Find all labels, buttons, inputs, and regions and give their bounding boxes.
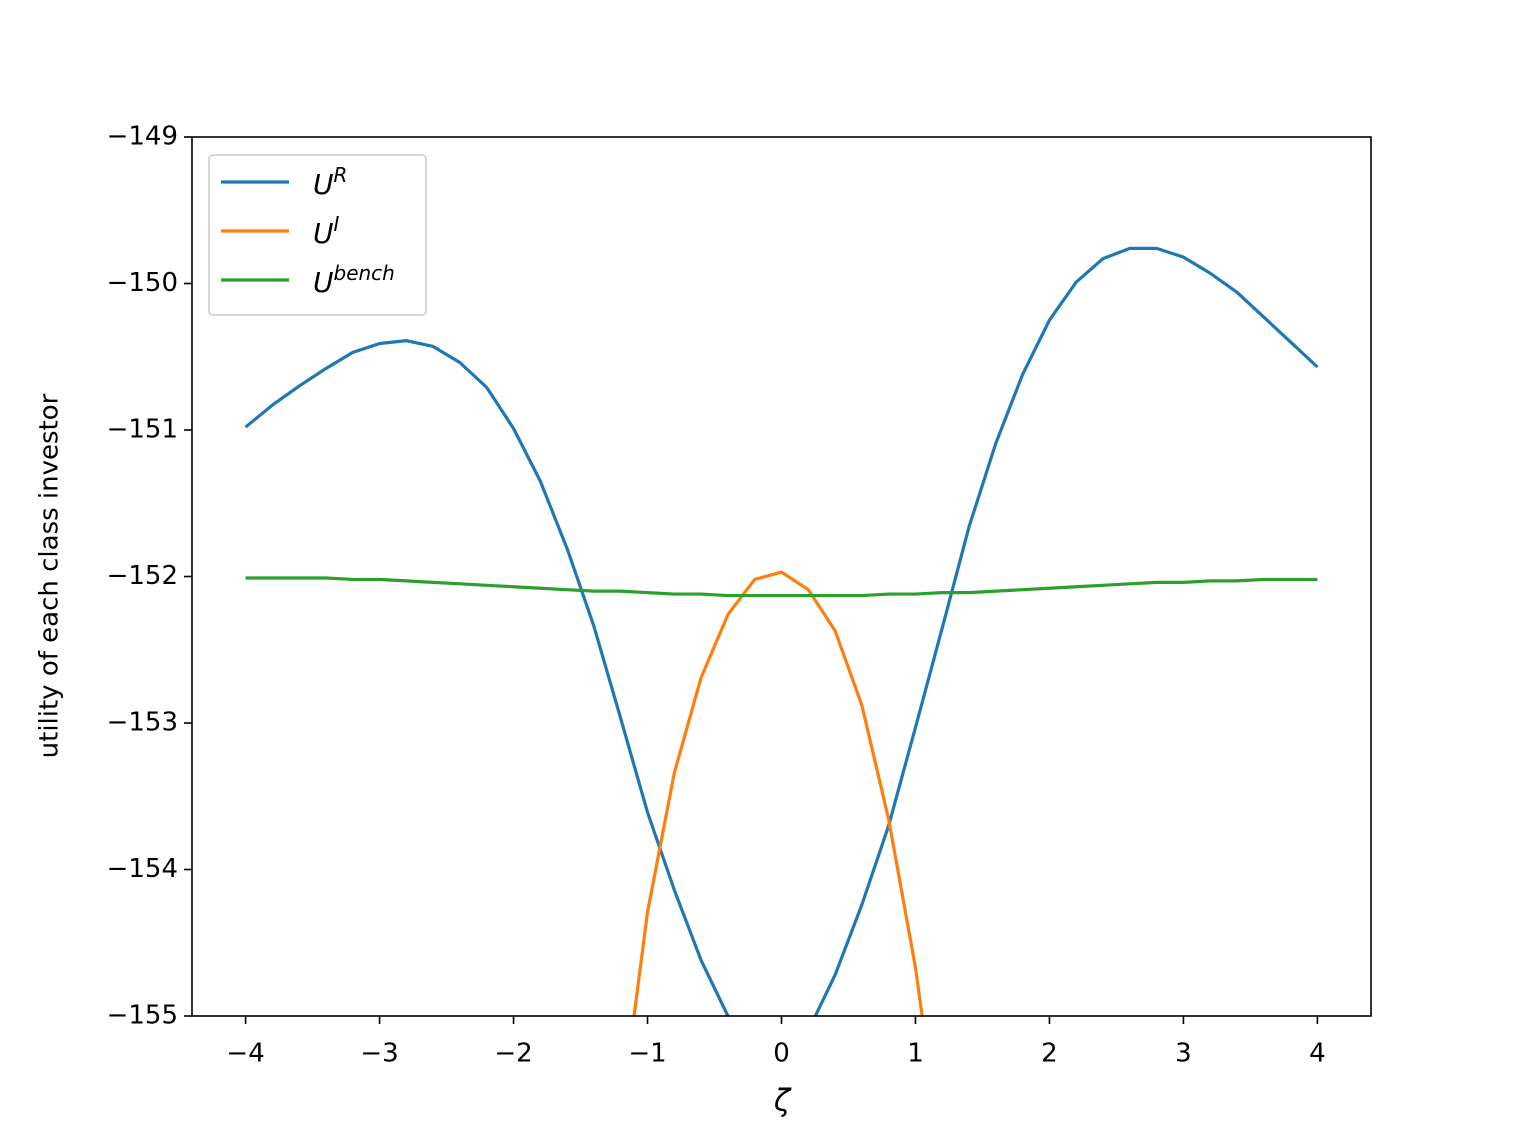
y-tick-label: −151 (107, 415, 178, 445)
x-tick-label: −3 (360, 1039, 398, 1069)
plot-lines (244, 246, 1319, 1016)
line-series (244, 246, 1319, 1016)
x-tick-label: 2 (1041, 1039, 1058, 1069)
x-axis-label: ζ (773, 1084, 792, 1119)
x-tick-label: −4 (226, 1039, 264, 1069)
y-tick-label: −149 (107, 122, 178, 152)
x-tick-label: 1 (907, 1039, 924, 1069)
x-tick-label: −1 (628, 1039, 666, 1069)
y-tick-label: −150 (107, 268, 178, 298)
x-tick-label: −2 (494, 1039, 532, 1069)
line-series (245, 576, 1318, 598)
legend-label: UR (313, 163, 347, 202)
legend-label: Ubench (313, 261, 395, 300)
x-tick-label: 3 (1175, 1039, 1192, 1069)
x-tick-label: 0 (773, 1039, 790, 1069)
y-axis-label: utility of each class investor (35, 393, 65, 758)
y-tick-label: −152 (107, 561, 178, 591)
y-tick-label: −155 (107, 1001, 178, 1031)
line-series (632, 570, 924, 1016)
y-tick-label: −154 (107, 854, 178, 884)
legend-box (208, 154, 427, 316)
y-tick-label: −153 (107, 708, 178, 738)
legend-label: UI (313, 212, 340, 251)
x-tick-label: 4 (1309, 1039, 1326, 1069)
plot-frame (191, 136, 1372, 1017)
